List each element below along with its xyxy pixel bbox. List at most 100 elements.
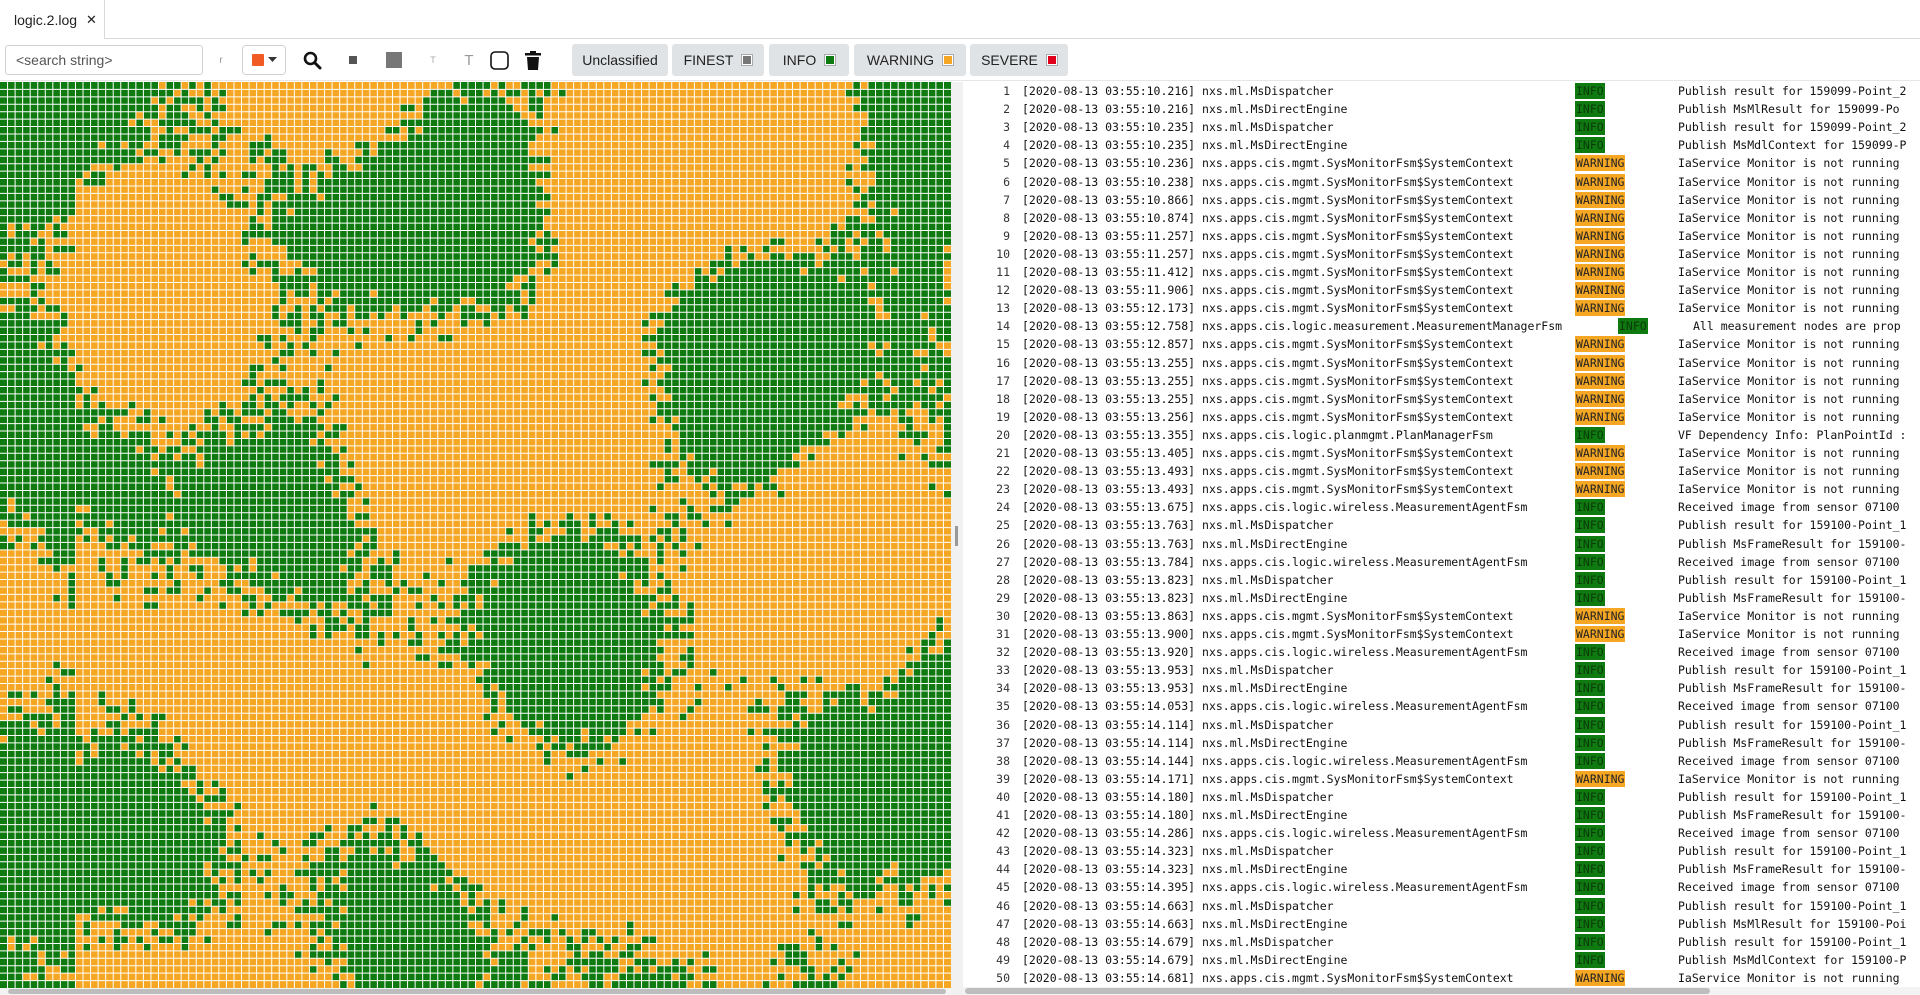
heatmap-cell [762,408,770,417]
heatmap-cell [596,631,604,639]
filled-square-icon[interactable] [383,45,405,75]
heatmap-cell [883,765,891,773]
heatmap-cell [120,453,129,461]
heatmap-cell [913,772,921,781]
heatmap-cell [173,468,182,476]
heatmap-cell [777,438,785,446]
heatmap-cell [905,772,914,781]
heatmap-cell [732,356,740,365]
small-text-icon[interactable]: T [430,55,436,65]
heatmap-cell [566,661,574,669]
heatmap-cell [339,178,348,186]
small-square-icon[interactable] [342,45,364,75]
heatmap-cell [445,297,453,305]
heatmap-cell [113,445,121,454]
heatmap-cell [822,356,831,365]
heatmap-cell [626,705,634,714]
heatmap-cell [422,111,431,120]
heatmap-cell [384,334,393,342]
heatmap-cell [37,237,46,246]
text-icon[interactable]: T [464,51,474,69]
heatmap-cell [445,616,453,625]
close-icon[interactable]: ✕ [86,11,97,27]
level-filter-finest[interactable]: FINEST [672,44,764,76]
search-input[interactable] [5,45,203,75]
heatmap-cell [490,564,499,573]
heatmap-cell [437,119,446,127]
heatmap-cell [875,267,884,276]
heatmap-cell [422,156,431,164]
heatmap-cell [935,349,944,357]
heatmap-cell [581,690,589,699]
heatmap-cell [45,304,53,313]
tab-logic-2-log[interactable]: logic.2.log ✕ [0,0,105,39]
level-filter-unclassified[interactable]: Unclassified [572,44,668,76]
regex-toggle[interactable]: r [219,54,223,66]
heatmap-cell [709,379,718,387]
heatmap-cell [588,720,597,729]
rounded-square-icon[interactable] [488,45,510,75]
level-filter-severe[interactable]: SEVERE [970,44,1068,76]
heatmap-cell [0,490,8,498]
heatmap-cell [875,341,884,350]
heatmap-cell [890,252,899,261]
heatmap-cell [452,141,461,149]
heatmap-cell [535,527,544,535]
heatmap-cell [935,624,944,632]
heatmap-cell [317,586,325,595]
log-heatmap[interactable] [0,82,951,990]
heatmap-cell [30,96,38,105]
heatmap-cell [822,423,831,432]
heatmap-cell [354,282,363,290]
heatmap-cell [558,579,567,587]
heatmap-cell [520,200,529,209]
heatmap-cell [913,193,921,201]
heatmap-cell [747,386,755,394]
heatmap-cell [279,505,287,513]
heatmap-cell [535,564,544,573]
heatmap-cell [30,483,38,491]
heatmap-cell [875,393,884,402]
heatmap-cell [830,713,838,721]
level-filter-warning[interactable]: WARNING [854,44,966,76]
heatmap-cell [701,312,710,320]
heatmap-cell [792,772,801,781]
heatmap-cell [196,497,204,506]
heatmap-cell [90,89,99,97]
heatmap-cell [875,119,884,127]
heatmap-cell [883,178,891,186]
heatmap-cell [807,334,816,342]
color-picker[interactable] [242,45,286,75]
heatmap-cell [762,364,770,372]
heatmap-cell [271,230,280,238]
heatmap-cell [60,765,68,773]
heatmap-cell [128,742,136,751]
heatmap-cell [52,527,61,535]
heatmap-cell [166,104,174,112]
heatmap-cell [392,208,401,216]
heatmap-cell [845,416,853,424]
heatmap-cell [867,126,876,134]
heatmap-cell [264,586,272,595]
heatmap-cell [437,141,446,149]
heatmap-cell [898,282,906,290]
heatmap-cell [332,282,340,290]
heatmap-grid[interactable] [0,82,951,988]
level-filter-info[interactable]: INFO [769,44,849,76]
heatmap-cell [935,252,944,261]
search-icon[interactable] [300,45,324,75]
heatmap-cell [120,557,129,565]
heatmap-cell [430,185,438,194]
trash-icon[interactable] [522,45,544,75]
heatmap-cell [271,148,280,157]
heatmap-cell [286,445,295,454]
heatmap-cell [664,535,672,543]
heatmap-cell [490,208,499,216]
heatmap-cell [75,163,84,172]
heatmap-cell [883,215,891,224]
heatmap-cell [498,126,506,134]
heatmap-cell [905,757,914,766]
heatmap-cell [83,497,91,506]
heatmap-cell [596,586,604,595]
heatmap-cell [732,334,740,342]
